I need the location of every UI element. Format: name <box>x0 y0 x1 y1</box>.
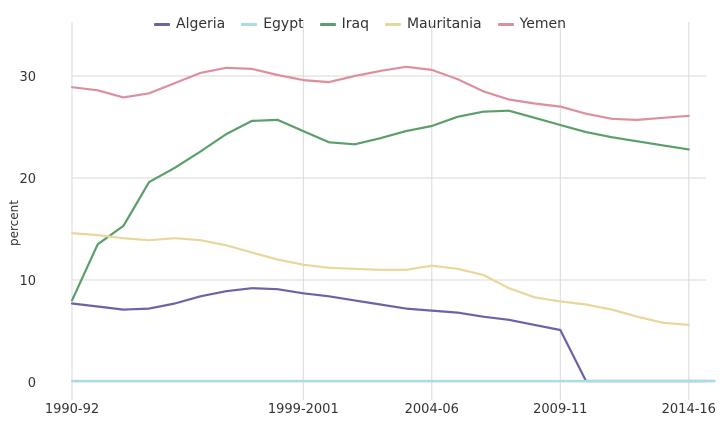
series-line-iraq <box>70 109 690 302</box>
legend-label-algeria: Algeria <box>176 16 226 32</box>
legend-item-mauritania[interactable]: Mauritania <box>384 16 482 32</box>
y-axis-title: percent <box>7 200 21 246</box>
series-lines <box>70 65 716 383</box>
legend-label-iraq: Iraq <box>341 16 369 32</box>
y-tick-label: 0 <box>28 376 36 391</box>
legend: Algeria Egypt Iraq Mauritania Yemen <box>0 16 720 32</box>
x-tick-label: 1999-2001 <box>268 402 339 417</box>
grid <box>71 22 706 400</box>
legend-item-yemen[interactable]: Yemen <box>497 16 566 32</box>
y-tick-label: 30 <box>19 70 36 85</box>
series-line-algeria <box>70 287 716 383</box>
x-tick-label: 2009-11 <box>533 402 587 417</box>
series-line-mauritania <box>70 232 690 326</box>
y-tick-label: 10 <box>19 274 36 289</box>
y-tick-label: 20 <box>19 172 36 187</box>
legend-swatch-mauritania <box>384 22 401 26</box>
x-tick-label: 2004-06 <box>405 402 459 417</box>
legend-label-mauritania: Mauritania <box>406 16 482 32</box>
legend-label-yemen: Yemen <box>519 16 566 32</box>
x-tick-label: 1990-92 <box>45 402 99 417</box>
series-line-yemen <box>70 65 690 121</box>
y-axis-ticks: 0 10 20 30 <box>19 70 36 391</box>
x-axis-ticks: 1990-92 1999-2001 2004-06 2009-11 2014-16 <box>45 402 716 417</box>
legend-item-algeria[interactable]: Algeria <box>154 16 225 32</box>
legend-swatch-iraq <box>319 22 336 26</box>
legend-item-egypt[interactable]: Egypt <box>241 16 304 32</box>
legend-label-egypt: Egypt <box>263 16 304 32</box>
legend-swatch-yemen <box>497 22 514 26</box>
legend-swatch-algeria <box>154 22 170 26</box>
legend-swatch-egypt <box>241 22 258 26</box>
x-tick-label: 2014-16 <box>662 402 716 417</box>
legend-item-iraq[interactable]: Iraq <box>319 16 369 32</box>
